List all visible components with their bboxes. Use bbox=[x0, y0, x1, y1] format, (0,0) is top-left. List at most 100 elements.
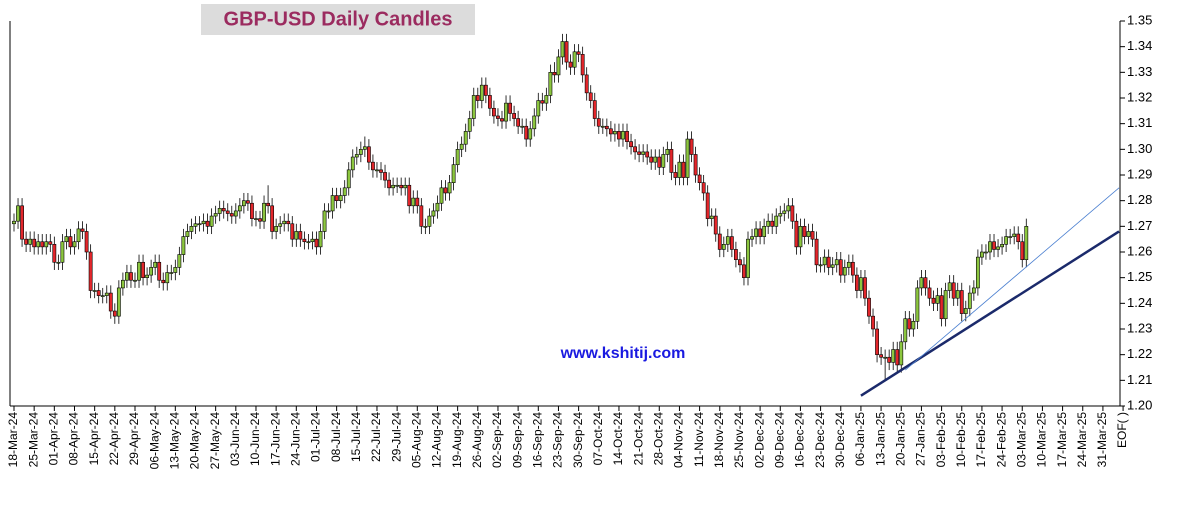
candle-body bbox=[403, 184, 408, 189]
candle-body bbox=[419, 205, 424, 227]
candle-body bbox=[395, 184, 400, 187]
candle-body bbox=[734, 249, 738, 261]
candle-body bbox=[693, 154, 698, 176]
candle-body bbox=[68, 236, 73, 248]
candle-body bbox=[1004, 236, 1009, 245]
x-tick-label: 04-Nov-24 bbox=[672, 412, 686, 468]
candle-body bbox=[762, 226, 767, 237]
candle-body bbox=[471, 95, 476, 119]
x-tick-label: 08-Jul-24 bbox=[329, 412, 343, 462]
candle-body bbox=[621, 131, 625, 140]
candle-body bbox=[750, 236, 754, 240]
candle-body bbox=[459, 143, 464, 150]
candle-body bbox=[758, 228, 763, 237]
candle-body bbox=[778, 213, 783, 217]
candle-body bbox=[786, 205, 791, 212]
candle-body bbox=[980, 251, 984, 258]
x-tick-label: 25-Nov-24 bbox=[732, 412, 746, 468]
x-tick-label: 21-Oct-24 bbox=[631, 412, 645, 466]
candle-body bbox=[298, 231, 303, 240]
candle-body bbox=[16, 205, 20, 222]
candle-body bbox=[254, 218, 258, 220]
candle-body bbox=[903, 318, 908, 343]
candle-body bbox=[367, 146, 371, 163]
candle-body bbox=[633, 146, 637, 153]
x-tick-label: 03-Mar-25 bbox=[1014, 412, 1028, 468]
candle-body bbox=[754, 228, 758, 237]
candle-body bbox=[592, 100, 597, 119]
candle-body bbox=[96, 290, 101, 296]
candle-body bbox=[637, 151, 642, 155]
candle-body bbox=[899, 341, 904, 366]
x-tick-label: 06-May-24 bbox=[147, 412, 161, 470]
x-tick-label: 24-Feb-25 bbox=[994, 412, 1008, 468]
x-tick-label: 01-Apr-24 bbox=[47, 412, 61, 466]
candle-body bbox=[859, 277, 863, 291]
candle-body bbox=[512, 113, 516, 119]
candle-body bbox=[100, 295, 105, 297]
candle-body bbox=[689, 138, 694, 155]
candle-body bbox=[596, 118, 601, 127]
candle-body bbox=[467, 118, 472, 132]
candle-body bbox=[262, 202, 266, 222]
candle-body bbox=[149, 267, 154, 276]
candle-body bbox=[729, 236, 734, 250]
candle-body bbox=[931, 297, 936, 304]
candle-body bbox=[411, 197, 416, 207]
candle-body bbox=[746, 238, 750, 278]
x-tick-label: 27-May-24 bbox=[208, 412, 222, 470]
x-tick-label: 30-Sep-24 bbox=[571, 412, 585, 468]
candle-body bbox=[766, 220, 771, 227]
candle-body bbox=[141, 261, 145, 278]
candle-body bbox=[838, 259, 843, 276]
candle-body bbox=[641, 151, 646, 155]
candle-body bbox=[487, 95, 492, 109]
candle-body bbox=[201, 220, 206, 225]
candle-body bbox=[112, 310, 117, 317]
candle-body bbox=[927, 287, 932, 299]
candle-body bbox=[286, 220, 291, 225]
candle-body bbox=[568, 61, 573, 68]
candle-body bbox=[657, 156, 662, 168]
candle-body bbox=[229, 213, 234, 217]
x-tick-label: 14-Oct-24 bbox=[611, 412, 625, 466]
y-tick-label: 1.25 bbox=[1127, 269, 1152, 284]
candle-body bbox=[794, 220, 799, 248]
candle-body bbox=[923, 277, 928, 289]
y-tick-label: 1.27 bbox=[1127, 218, 1152, 233]
candle-body bbox=[971, 287, 976, 294]
candle-body bbox=[742, 264, 746, 278]
candle-body bbox=[185, 231, 190, 237]
candle-body bbox=[1012, 233, 1017, 237]
candle-body bbox=[548, 72, 553, 96]
candle-body bbox=[588, 92, 593, 101]
candle-body bbox=[782, 210, 787, 214]
candle-body bbox=[237, 205, 242, 212]
x-tick-label: 25-Mar-24 bbox=[26, 412, 40, 468]
candle-body bbox=[197, 223, 202, 226]
candle-body bbox=[725, 236, 730, 245]
candle-body bbox=[64, 236, 69, 243]
x-tick-label: 05-Aug-24 bbox=[409, 412, 423, 468]
candle-body bbox=[1000, 244, 1004, 248]
candle-body bbox=[302, 238, 307, 243]
candle-body bbox=[165, 272, 170, 284]
candle-body bbox=[500, 118, 504, 122]
candle-body bbox=[362, 146, 367, 150]
candle-body bbox=[225, 210, 230, 214]
candle-body bbox=[911, 320, 916, 330]
candle-body bbox=[346, 169, 351, 189]
candle-body bbox=[850, 261, 855, 276]
candle-body bbox=[137, 261, 141, 281]
candle-body bbox=[770, 220, 775, 227]
candle-body bbox=[943, 290, 948, 320]
candle-body bbox=[52, 244, 57, 263]
title-box bbox=[201, 4, 475, 35]
candle-body bbox=[258, 218, 262, 222]
candle-body bbox=[379, 169, 383, 173]
candle-body bbox=[88, 251, 93, 291]
x-tick-label: 23-Dec-24 bbox=[813, 412, 827, 468]
y-tick-label: 1.35 bbox=[1127, 12, 1152, 27]
candle-body bbox=[560, 41, 565, 58]
